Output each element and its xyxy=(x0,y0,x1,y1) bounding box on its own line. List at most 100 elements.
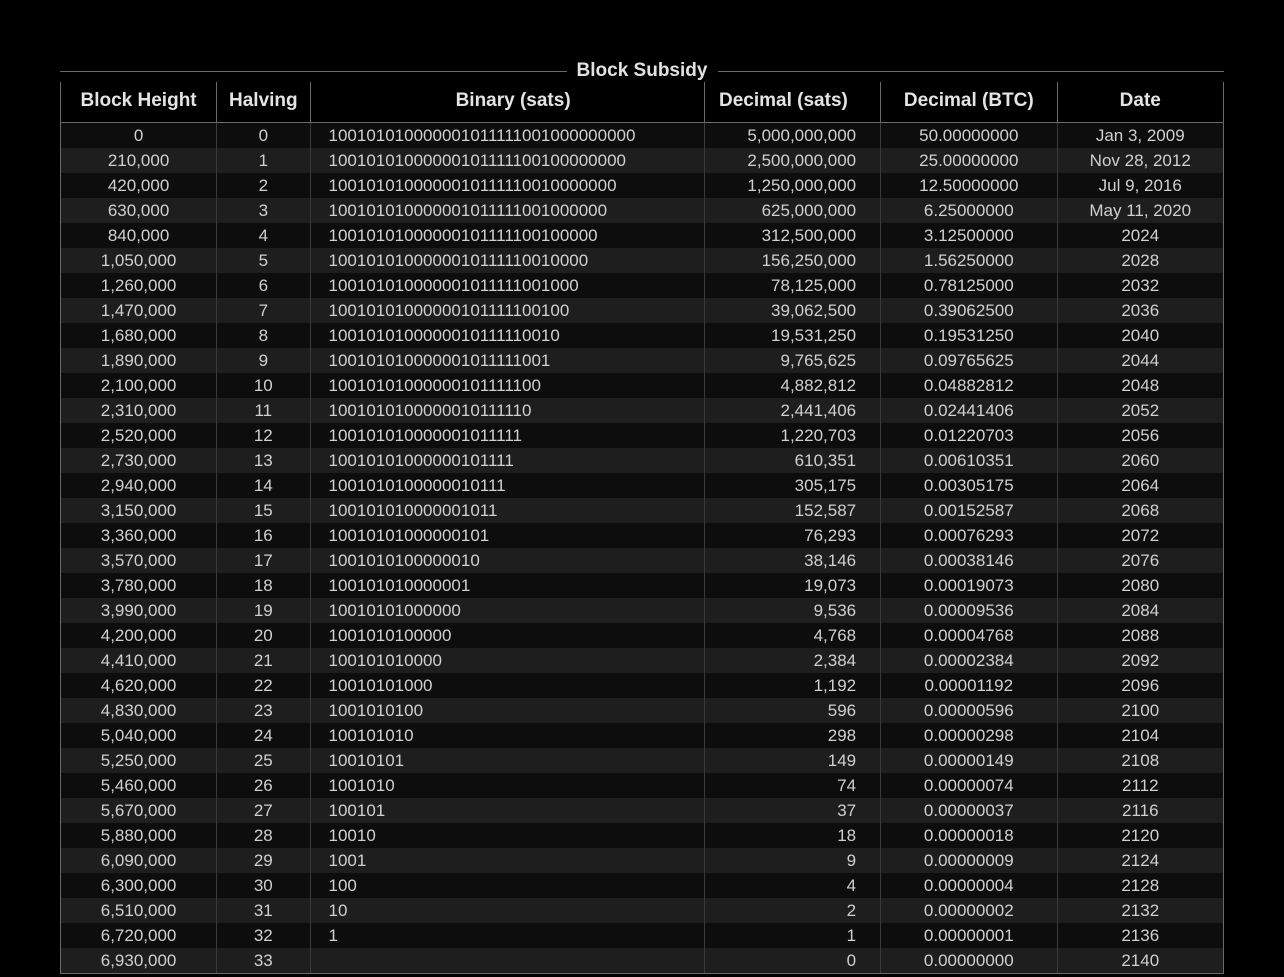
cell-binary-sats: 10010101 xyxy=(310,748,704,773)
cell-decimal-sats: 2,500,000,000 xyxy=(704,148,880,173)
cell-date: 2036 xyxy=(1057,298,1223,323)
table-row: 2,520,000121001010100000010111111,220,70… xyxy=(61,423,1223,448)
cell-date: 2024 xyxy=(1057,223,1223,248)
cell-date: 2080 xyxy=(1057,573,1223,598)
cell-block-height: 3,360,000 xyxy=(61,523,217,548)
cell-binary-sats: 100101010000001011111001000000 xyxy=(310,198,704,223)
cell-decimal-sats: 39,062,500 xyxy=(704,298,880,323)
cell-decimal-btc: 0.00000000 xyxy=(881,948,1057,973)
block-subsidy-table: Block Height Halving Binary (sats) Decim… xyxy=(61,82,1223,973)
cell-binary-sats: 1001010100000010 xyxy=(310,548,704,573)
cell-decimal-sats: 4 xyxy=(704,873,880,898)
cell-binary-sats: 10010101000000101111 xyxy=(310,448,704,473)
cell-date: 2092 xyxy=(1057,648,1223,673)
cell-halving: 16 xyxy=(217,523,310,548)
cell-binary-sats: 10010101000000101111100 xyxy=(310,373,704,398)
cell-decimal-btc: 0.00000298 xyxy=(881,723,1057,748)
cell-decimal-sats: 1,192 xyxy=(704,673,880,698)
cell-date: 2028 xyxy=(1057,248,1223,273)
cell-decimal-sats: 76,293 xyxy=(704,523,880,548)
cell-halving: 0 xyxy=(217,123,310,149)
cell-date: 2064 xyxy=(1057,473,1223,498)
cell-date: 2140 xyxy=(1057,948,1223,973)
table-row: 210,000110010101000000101111100100000000… xyxy=(61,148,1223,173)
cell-block-height: 5,460,000 xyxy=(61,773,217,798)
cell-block-height: 0 xyxy=(61,123,217,149)
cell-decimal-btc: 0.19531250 xyxy=(881,323,1057,348)
cell-date: 2052 xyxy=(1057,398,1223,423)
cell-decimal-btc: 0.00002384 xyxy=(881,648,1057,673)
cell-decimal-sats: 2,384 xyxy=(704,648,880,673)
cell-date: 2056 xyxy=(1057,423,1223,448)
cell-block-height: 210,000 xyxy=(61,148,217,173)
block-subsidy-panel: Block Subsidy Block Height Halving Binar… xyxy=(60,60,1224,974)
table-row: 4,830,0002310010101005960.000005962100 xyxy=(61,698,1223,723)
cell-decimal-btc: 0.00004768 xyxy=(881,623,1057,648)
cell-decimal-sats: 156,250,000 xyxy=(704,248,880,273)
col-date: Date xyxy=(1057,82,1223,123)
cell-decimal-btc: 6.25000000 xyxy=(881,198,1057,223)
cell-decimal-btc: 0.00000004 xyxy=(881,873,1057,898)
cell-decimal-sats: 149 xyxy=(704,748,880,773)
cell-block-height: 2,520,000 xyxy=(61,423,217,448)
cell-binary-sats: 100 xyxy=(310,873,704,898)
table-row: 6,930,0003300.000000002140 xyxy=(61,948,1223,973)
cell-binary-sats: 10 xyxy=(310,898,704,923)
table-row: 3,150,00015100101010000001011152,5870.00… xyxy=(61,498,1223,523)
cell-decimal-btc: 0.00001192 xyxy=(881,673,1057,698)
cell-decimal-btc: 0.39062500 xyxy=(881,298,1057,323)
cell-block-height: 1,260,000 xyxy=(61,273,217,298)
cell-date: 2044 xyxy=(1057,348,1223,373)
table-row: 5,460,000261001010740.000000742112 xyxy=(61,773,1223,798)
table-row: 2,940,000141001010100000010111305,1750.0… xyxy=(61,473,1223,498)
cell-binary-sats: 100101010000001011111001000 xyxy=(310,273,704,298)
cell-decimal-btc: 25.00000000 xyxy=(881,148,1057,173)
cell-decimal-sats: 1,250,000,000 xyxy=(704,173,880,198)
cell-decimal-btc: 0.00038146 xyxy=(881,548,1057,573)
cell-decimal-sats: 1,220,703 xyxy=(704,423,880,448)
cell-halving: 33 xyxy=(217,948,310,973)
cell-block-height: 2,730,000 xyxy=(61,448,217,473)
cell-binary-sats: 1 xyxy=(310,923,704,948)
cell-block-height: 4,830,000 xyxy=(61,698,217,723)
cell-halving: 19 xyxy=(217,598,310,623)
cell-block-height: 420,000 xyxy=(61,173,217,198)
cell-decimal-btc: 0.00000037 xyxy=(881,798,1057,823)
cell-decimal-sats: 312,500,000 xyxy=(704,223,880,248)
table-row: 3,570,00017100101010000001038,1460.00038… xyxy=(61,548,1223,573)
cell-block-height: 4,200,000 xyxy=(61,623,217,648)
cell-binary-sats: 1001010100000 xyxy=(310,623,704,648)
cell-block-height: 2,940,000 xyxy=(61,473,217,498)
cell-halving: 25 xyxy=(217,748,310,773)
cell-halving: 22 xyxy=(217,673,310,698)
cell-block-height: 5,250,000 xyxy=(61,748,217,773)
cell-block-height: 6,930,000 xyxy=(61,948,217,973)
table-row: 6,720,00032110.000000012136 xyxy=(61,923,1223,948)
cell-block-height: 3,570,000 xyxy=(61,548,217,573)
cell-date: 2088 xyxy=(1057,623,1223,648)
cell-binary-sats: 10010 xyxy=(310,823,704,848)
cell-binary-sats: 10010101000000101111100100 xyxy=(310,298,704,323)
cell-binary-sats: 100101010000 xyxy=(310,648,704,673)
cell-decimal-sats: 9,765,625 xyxy=(704,348,880,373)
cell-binary-sats: 100101010000001011111001000000000 xyxy=(310,123,704,149)
cell-binary-sats: 100101 xyxy=(310,798,704,823)
cell-decimal-btc: 50.00000000 xyxy=(881,123,1057,149)
cell-date: 2128 xyxy=(1057,873,1223,898)
cell-halving: 17 xyxy=(217,548,310,573)
cell-date: 2136 xyxy=(1057,923,1223,948)
cell-halving: 32 xyxy=(217,923,310,948)
col-decimal-sats: Decimal (sats) xyxy=(704,82,880,123)
table-row: 3,360,000161001010100000010176,2930.0007… xyxy=(61,523,1223,548)
table-row: 630,000310010101000000101111100100000062… xyxy=(61,198,1223,223)
table-row: 4,620,00022100101010001,1920.00001192209… xyxy=(61,673,1223,698)
cell-decimal-btc: 0.78125000 xyxy=(881,273,1057,298)
cell-decimal-btc: 0.00000009 xyxy=(881,848,1057,873)
cell-date: 2040 xyxy=(1057,323,1223,348)
cell-halving: 2 xyxy=(217,173,310,198)
col-decimal-btc: Decimal (BTC) xyxy=(881,82,1057,123)
cell-binary-sats: 100101010 xyxy=(310,723,704,748)
cell-halving: 5 xyxy=(217,248,310,273)
cell-halving: 30 xyxy=(217,873,310,898)
cell-date: 2072 xyxy=(1057,523,1223,548)
